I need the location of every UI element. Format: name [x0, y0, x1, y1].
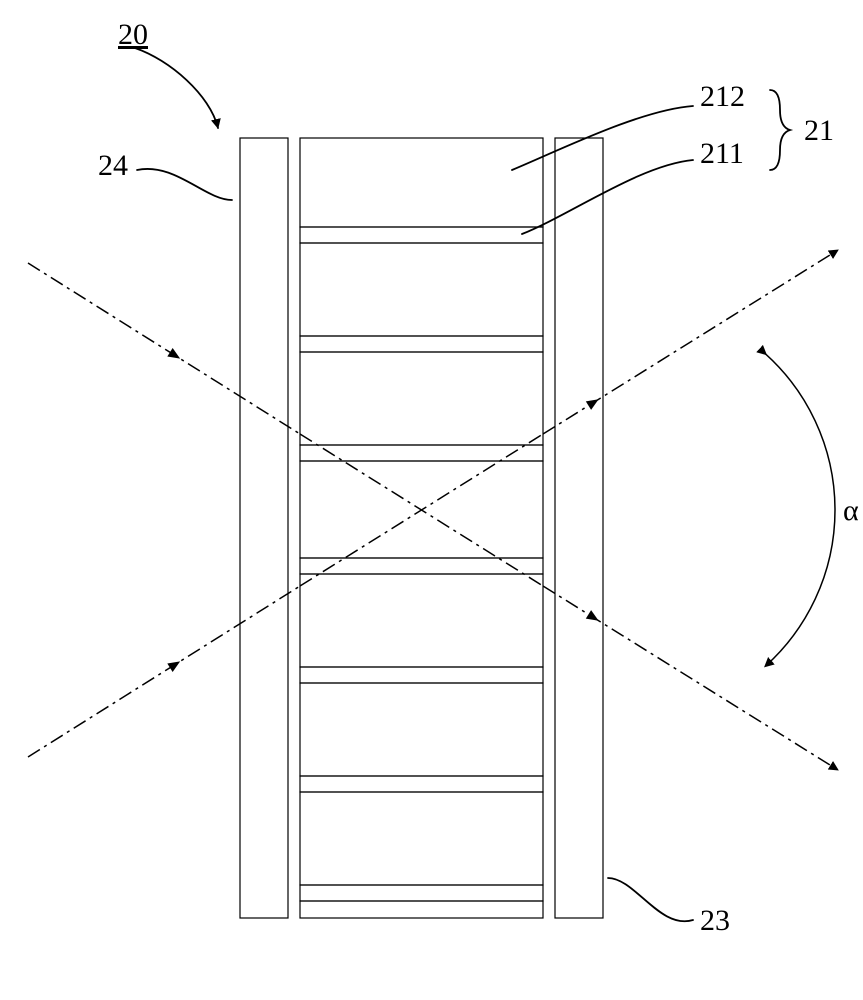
inner-cell: [300, 901, 543, 918]
inner-band: [300, 667, 543, 683]
left-column: [240, 138, 288, 918]
label-alpha: α: [843, 494, 859, 527]
label-23: 23: [700, 904, 730, 937]
inner-cell: [300, 243, 543, 336]
ray-out-bot: [543, 586, 838, 770]
inner-band: [300, 336, 543, 352]
inner-band: [300, 558, 543, 574]
ray-in-top: [28, 263, 300, 434]
inner-cell: [300, 138, 543, 227]
brace-21: [770, 90, 790, 170]
inner-cell: [300, 792, 543, 885]
leader-24: [137, 169, 232, 200]
label-211: 211: [700, 137, 744, 170]
right-column: [555, 138, 603, 918]
leader-211: [522, 160, 693, 234]
inner-cell: [300, 574, 543, 667]
inner-cell: [300, 683, 543, 776]
label-212: 212: [700, 80, 745, 113]
leader-20: [135, 48, 218, 128]
inner-band: [300, 445, 543, 461]
label-21: 21: [804, 114, 834, 147]
inner-band: [300, 776, 543, 792]
label-20: 20: [118, 18, 148, 51]
leader-23: [608, 878, 693, 921]
label-24: 24: [98, 149, 128, 182]
inner-band: [300, 227, 543, 243]
angle-arc: [766, 354, 835, 666]
ray-out-top: [543, 250, 838, 434]
inner-cell: [300, 352, 543, 445]
diagram-canvas: 20 24 212 211 21 23 α: [0, 0, 863, 1000]
ray-in-bot: [28, 586, 300, 757]
inner-band: [300, 885, 543, 901]
